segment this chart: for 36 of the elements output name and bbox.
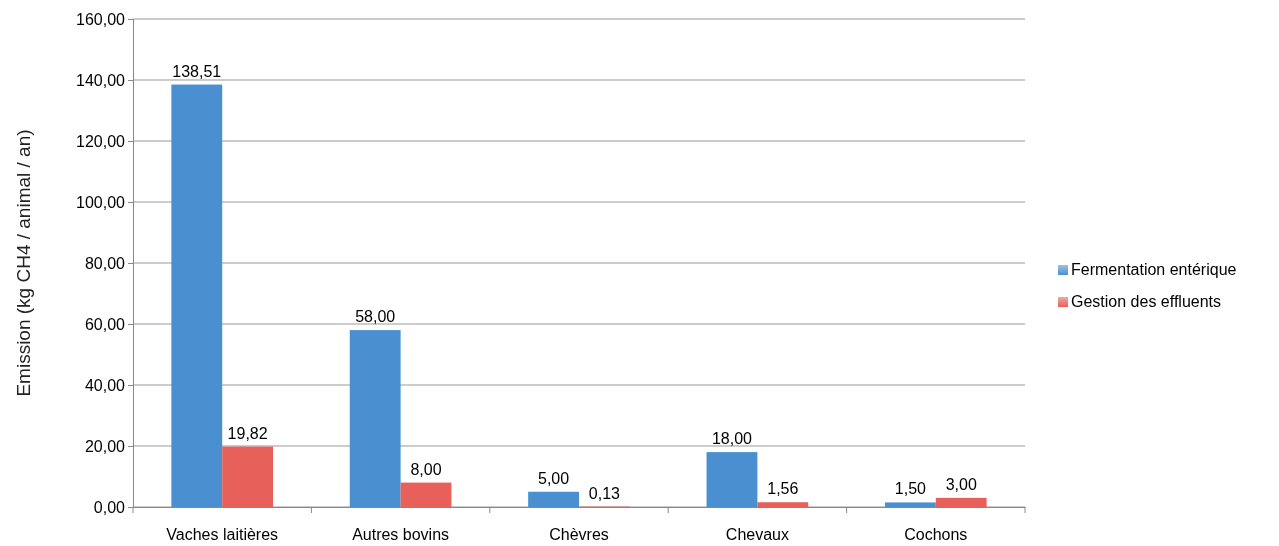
data-label: 138,51	[172, 62, 222, 80]
y-tick-label: 80,00	[84, 254, 126, 272]
y-tick-label: 20,00	[84, 437, 126, 455]
bar	[400, 482, 452, 507]
x-tick-label: Cochons	[904, 526, 968, 544]
data-label: 58,00	[355, 308, 396, 326]
data-label: 8,00	[410, 460, 442, 478]
y-tick-label: 160,00	[76, 10, 126, 28]
y-tick-label: 140,00	[76, 71, 126, 89]
x-tick-label: Chèvres	[549, 526, 609, 544]
y-axis-title: Emission (kg CH4 / animal / an)	[13, 129, 34, 397]
bar	[757, 502, 809, 507]
x-tick-label: Vaches laitières	[166, 526, 279, 544]
data-label: 3,00	[945, 475, 977, 493]
bar	[935, 497, 987, 507]
bar	[884, 502, 936, 507]
bar	[171, 84, 223, 507]
data-label: 19,82	[227, 424, 268, 442]
bar	[222, 446, 274, 507]
data-label: 18,00	[711, 430, 753, 448]
bar	[528, 491, 579, 507]
y-tick-label: 40,00	[84, 376, 126, 394]
data-label: 1,56	[767, 480, 799, 498]
legend-label: Fermentation entérique	[1071, 261, 1237, 278]
bar	[349, 330, 401, 507]
y-tick-label: 120,00	[76, 132, 126, 150]
y-tick-label: 0,00	[93, 498, 126, 516]
y-tick-label: 100,00	[76, 193, 126, 211]
data-label: 5,00	[538, 469, 570, 487]
x-tick-label: Chevaux	[725, 526, 789, 544]
data-label: 0,13	[588, 484, 621, 502]
data-label: 1,50	[894, 480, 927, 498]
x-tick-label: Autres bovins	[352, 526, 450, 544]
legend-label: Gestion des effluents	[1071, 293, 1222, 310]
bar	[706, 452, 758, 507]
y-tick-label: 60,00	[84, 315, 126, 333]
